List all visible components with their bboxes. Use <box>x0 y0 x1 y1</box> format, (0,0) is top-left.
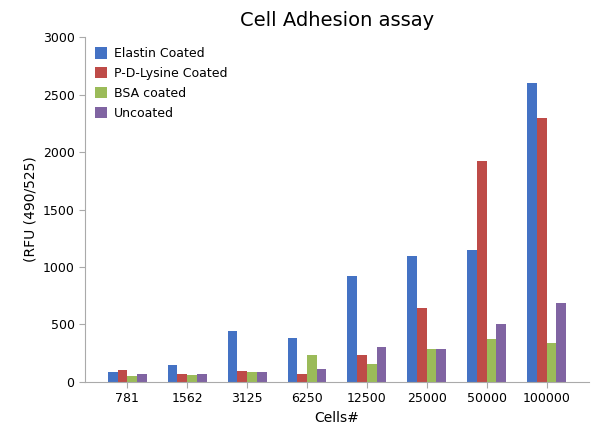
Bar <box>496 324 506 382</box>
Bar <box>317 369 326 382</box>
Bar <box>487 339 496 382</box>
Bar <box>347 276 357 382</box>
Bar <box>527 83 537 382</box>
Bar <box>137 375 147 382</box>
Bar <box>547 343 556 382</box>
Bar <box>477 161 487 382</box>
Bar <box>537 118 547 382</box>
Bar <box>377 347 386 382</box>
Y-axis label: (RFU (490/525): (RFU (490/525) <box>23 157 37 262</box>
Bar <box>238 371 247 382</box>
Bar <box>227 331 238 382</box>
Bar <box>257 371 266 382</box>
Bar <box>407 255 417 382</box>
Bar <box>247 372 257 382</box>
Legend: Elastin Coated, P-D-Lysine Coated, BSA coated, Uncoated: Elastin Coated, P-D-Lysine Coated, BSA c… <box>91 44 231 123</box>
X-axis label: Cells#: Cells# <box>314 411 359 425</box>
Bar <box>357 355 367 382</box>
Bar <box>307 355 317 382</box>
Bar <box>297 375 307 382</box>
Title: Cell Adhesion assay: Cell Adhesion assay <box>240 11 434 30</box>
Bar <box>367 364 377 382</box>
Bar <box>187 375 197 382</box>
Bar <box>427 349 436 382</box>
Bar <box>556 303 566 382</box>
Bar <box>467 250 477 382</box>
Bar <box>127 376 137 382</box>
Bar <box>108 371 118 382</box>
Bar <box>118 370 127 382</box>
Bar <box>178 374 187 382</box>
Bar <box>287 337 297 382</box>
Bar <box>436 349 446 382</box>
Bar <box>417 308 427 382</box>
Bar <box>168 364 178 382</box>
Bar <box>197 374 206 382</box>
